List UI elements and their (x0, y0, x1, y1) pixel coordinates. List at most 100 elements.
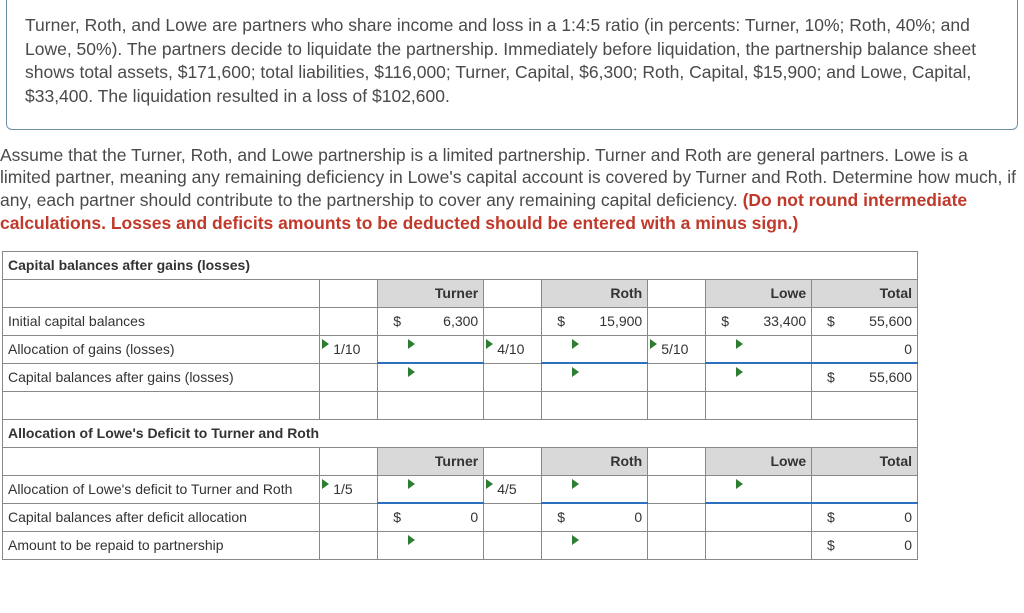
row-alloc-gl: Allocation of gains (losses) 1/10 4/10 5… (3, 335, 918, 363)
turner-gl-input[interactable] (406, 335, 484, 363)
blank (706, 475, 734, 503)
total-repaid-cur: $ (812, 531, 840, 559)
ratio-roth-2-input[interactable]: 4/5 (484, 475, 542, 503)
dropdown-icon (408, 339, 415, 349)
blank (706, 335, 734, 363)
blank (648, 503, 706, 531)
blank (706, 391, 734, 419)
blank (320, 503, 378, 531)
roth-cur-2: $ (542, 503, 570, 531)
blank (648, 447, 706, 475)
ratio-turner-2-input[interactable]: 1/5 (320, 475, 378, 503)
dropdown-icon (650, 339, 657, 349)
section1-title: Capital balances after gains (losses) (3, 251, 918, 279)
total-after-cur: $ (812, 363, 840, 391)
dropdown-icon (322, 339, 329, 349)
turner-deficit-input[interactable] (406, 475, 484, 503)
blank (840, 475, 918, 503)
blank (648, 475, 706, 503)
dropdown-icon (572, 535, 579, 545)
row-initial: Initial capital balances $ 6,300 $ 15,90… (3, 307, 918, 335)
blank-row (3, 391, 918, 419)
blank (542, 531, 570, 559)
roth-repaid-input[interactable] (570, 531, 648, 559)
blank (734, 503, 812, 531)
row-repaid-label: Amount to be repaid to partnership (3, 531, 320, 559)
col-total-2: Total (840, 447, 918, 475)
roth-val: 15,900 (570, 307, 648, 335)
blank (320, 279, 378, 307)
blank (812, 447, 840, 475)
turner-after-input[interactable] (406, 363, 484, 391)
ratio-roth-val: 4/10 (489, 341, 524, 357)
ratio-roth-input[interactable]: 4/10 (484, 335, 542, 363)
blank (542, 335, 570, 363)
roth-deficit-input[interactable] (570, 475, 648, 503)
col-total: Total (840, 279, 918, 307)
blank (542, 279, 570, 307)
blank (378, 363, 406, 391)
blank (840, 391, 918, 419)
row-cap-after-deficit: Capital balances after deficit allocatio… (3, 503, 918, 531)
total-gl: 0 (840, 335, 918, 363)
lowe-deficit-input[interactable] (734, 475, 812, 503)
turner-cur: $ (378, 307, 406, 335)
blank (484, 363, 542, 391)
ratio-turner-input[interactable]: 1/10 (320, 335, 378, 363)
roth-gl-input[interactable] (570, 335, 648, 363)
lowe-after-input[interactable] (734, 363, 812, 391)
blank (484, 503, 542, 531)
blank (378, 447, 406, 475)
blank (378, 391, 406, 419)
blank (734, 531, 812, 559)
blank (812, 475, 840, 503)
blank (648, 307, 706, 335)
total-cur-2: $ (812, 503, 840, 531)
dropdown-icon (572, 339, 579, 349)
lowe-gl-input[interactable] (734, 335, 812, 363)
turner-cur-2: $ (378, 503, 406, 531)
col-lowe: Lowe (734, 279, 812, 307)
dropdown-icon (408, 367, 415, 377)
section2-header-row: Allocation of Lowe's Deficit to Turner a… (3, 419, 918, 447)
ratio-turner-2-val: 1/5 (325, 481, 352, 497)
blank (484, 279, 542, 307)
blank (542, 391, 570, 419)
lowe-val: 33,400 (734, 307, 812, 335)
blank (484, 531, 542, 559)
blank (648, 531, 706, 559)
roth-after-input[interactable] (570, 363, 648, 391)
instructions-block: Assume that the Turner, Roth, and Lowe p… (0, 144, 1022, 235)
blank (706, 279, 734, 307)
row-alloc-deficit: Allocation of Lowe's deficit to Turner a… (3, 475, 918, 503)
blank (648, 279, 706, 307)
blank (542, 475, 570, 503)
total-val-2: 0 (840, 503, 918, 531)
section2-title: Allocation of Lowe's Deficit to Turner a… (3, 419, 918, 447)
dropdown-icon (572, 367, 579, 377)
blank (542, 363, 570, 391)
col-roth-2: Roth (570, 447, 648, 475)
col-header-row-2: Turner Roth Lowe Total (3, 447, 918, 475)
blank-label (3, 447, 320, 475)
section1-header-row: Capital balances after gains (losses) (3, 251, 918, 279)
dropdown-icon (486, 479, 493, 489)
ratio-lowe-input[interactable]: 5/10 (648, 335, 706, 363)
blank (734, 391, 812, 419)
total-after-val: 55,600 (840, 363, 918, 391)
turner-repaid-input[interactable] (406, 531, 484, 559)
dropdown-icon (736, 479, 743, 489)
blank (378, 475, 406, 503)
blank (484, 447, 542, 475)
blank (812, 335, 840, 363)
row-repaid: Amount to be repaid to partnership $ 0 (3, 531, 918, 559)
col-roth: Roth (570, 279, 648, 307)
blank (378, 279, 406, 307)
dropdown-icon (572, 479, 579, 489)
total-cur: $ (812, 307, 840, 335)
blank (812, 279, 840, 307)
dropdown-icon (736, 339, 743, 349)
ratio-lowe-val: 5/10 (653, 341, 688, 357)
blank (320, 307, 378, 335)
row-initial-label: Initial capital balances (3, 307, 320, 335)
